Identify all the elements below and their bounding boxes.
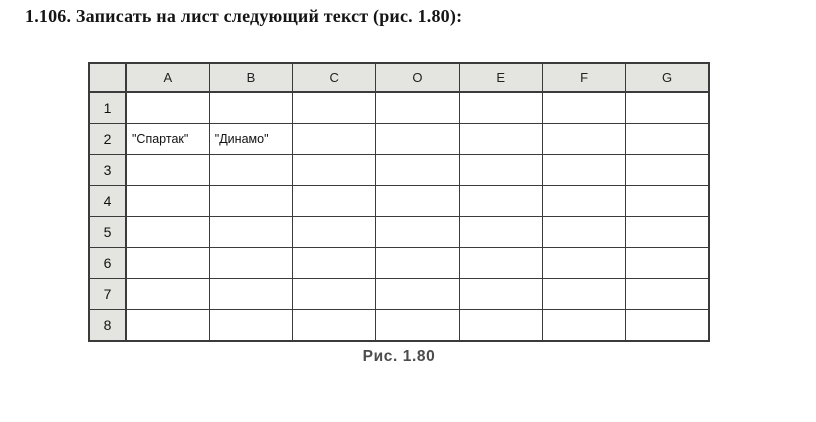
cell	[541, 216, 627, 248]
cell-a2: "Спартак"	[125, 123, 210, 155]
cell	[625, 309, 710, 342]
cell	[458, 91, 543, 124]
cell	[208, 91, 294, 124]
cell	[208, 247, 294, 279]
column-header-f: F	[541, 62, 627, 93]
cell	[541, 154, 627, 186]
cell	[625, 216, 710, 248]
cell	[375, 247, 460, 279]
row-header-8: 8	[88, 309, 127, 342]
cell	[541, 123, 627, 155]
cell	[458, 247, 543, 279]
cell	[375, 278, 460, 310]
column-header-g: G	[625, 62, 710, 93]
sheet-row-6: 6	[88, 247, 710, 279]
cell	[375, 216, 460, 248]
column-header-row: A B C O E F G	[88, 62, 710, 93]
column-header-b: B	[208, 62, 294, 93]
cell	[458, 123, 543, 155]
cell	[292, 247, 377, 279]
cell	[125, 154, 210, 186]
row-header-6: 6	[88, 247, 127, 279]
cell	[125, 216, 210, 248]
sheet-row-4: 4	[88, 185, 710, 217]
cell	[458, 185, 543, 217]
cell	[625, 247, 710, 279]
cell	[292, 154, 377, 186]
cell	[541, 247, 627, 279]
row-header-5: 5	[88, 216, 127, 248]
cell	[125, 309, 210, 342]
cell	[292, 123, 377, 155]
cell	[458, 309, 543, 342]
cell	[625, 185, 710, 217]
cell	[125, 91, 210, 124]
cell	[208, 185, 294, 217]
cell	[375, 91, 460, 124]
column-header-a: A	[125, 62, 210, 93]
figure-caption: Рис. 1.80	[362, 348, 436, 365]
page-title: 1.106. Записать на лист следующий текст …	[25, 6, 463, 26]
cell	[125, 247, 210, 279]
corner-cell	[88, 62, 127, 93]
cell	[375, 185, 460, 217]
sheet-row-7: 7	[88, 278, 710, 310]
cell	[125, 278, 210, 310]
cell	[625, 278, 710, 310]
cell	[292, 91, 377, 124]
column-header-c: C	[292, 62, 377, 93]
cell	[292, 216, 377, 248]
row-header-3: 3	[88, 154, 127, 186]
cell	[625, 154, 710, 186]
cell	[375, 309, 460, 342]
cell	[208, 309, 294, 342]
sheet-row-3: 3	[88, 154, 710, 186]
row-header-4: 4	[88, 185, 127, 217]
column-header-e: E	[458, 62, 543, 93]
cell-b2: "Динамо"	[208, 123, 294, 155]
cell	[125, 185, 210, 217]
cell	[541, 309, 627, 342]
cell	[541, 91, 627, 124]
cell	[458, 216, 543, 248]
cell	[541, 278, 627, 310]
cell	[458, 278, 543, 310]
spreadsheet-figure: A B C O E F G 1 2 "Спартак" "Динамо" 3 4	[88, 62, 710, 342]
cell	[458, 154, 543, 186]
cell	[625, 123, 710, 155]
cell	[375, 123, 460, 155]
sheet-row-1: 1	[88, 91, 710, 124]
sheet-row-2: 2 "Спартак" "Динамо"	[88, 123, 710, 155]
column-header-o: O	[375, 62, 460, 93]
row-header-7: 7	[88, 278, 127, 310]
cell	[292, 278, 377, 310]
row-header-2: 2	[88, 123, 127, 155]
cell	[375, 154, 460, 186]
sheet-row-8: 8	[88, 309, 710, 342]
cell	[292, 309, 377, 342]
cell	[208, 216, 294, 248]
cell	[292, 185, 377, 217]
cell	[208, 154, 294, 186]
row-header-1: 1	[88, 91, 127, 124]
cell	[208, 278, 294, 310]
sheet-row-5: 5	[88, 216, 710, 248]
cell	[541, 185, 627, 217]
cell	[625, 91, 710, 124]
